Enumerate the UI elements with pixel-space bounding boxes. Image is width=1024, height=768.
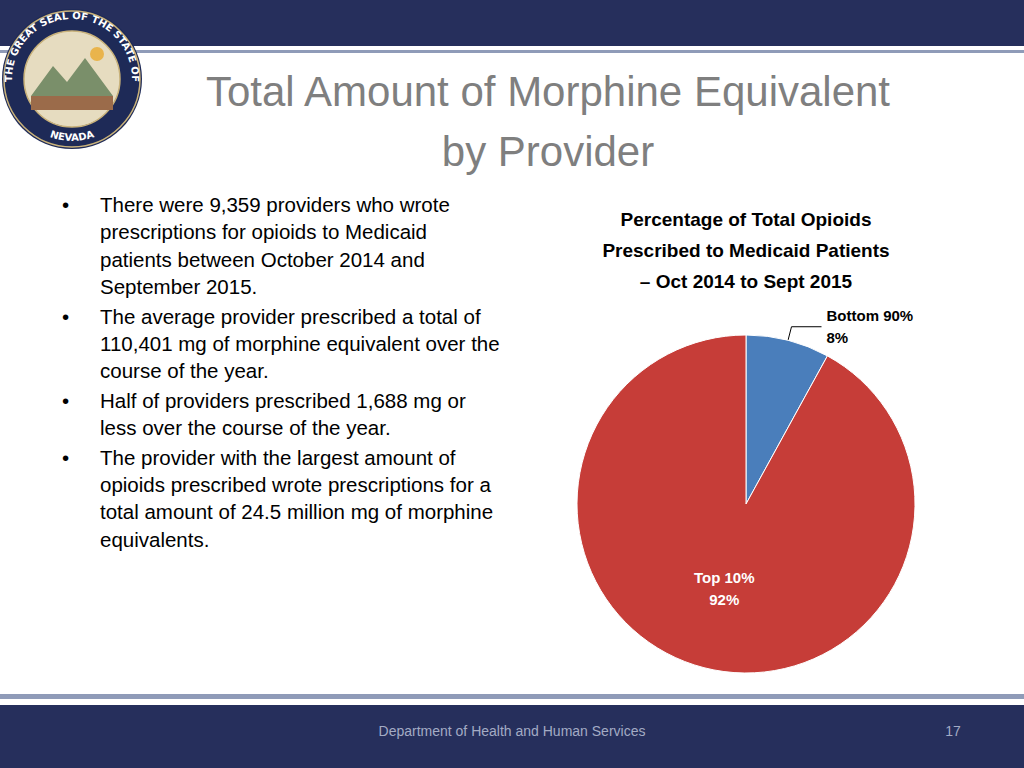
svg-text:– Oct 2014 to Sept 2015: – Oct 2014 to Sept 2015 bbox=[640, 271, 853, 292]
svg-text:Bottom 90%: Bottom 90% bbox=[827, 307, 914, 324]
html-text:The provider with the largest: The provider with the largest amount of … bbox=[100, 445, 494, 551]
html-text:Total Amount of Morphine Equiv: Total Amount of Morphine Equivalent bbox=[206, 68, 890, 115]
html-text:There were 9,359 providers who: There were 9,359 providers who wrote pre… bbox=[100, 193, 450, 299]
html-text:The average provider prescribe: The average provider prescribed a total … bbox=[100, 304, 500, 383]
svg-text:Top 10%: Top 10% bbox=[694, 569, 755, 586]
svg-text:THE GREAT SEAL OF THE STATE OF: THE GREAT SEAL OF THE STATE OF bbox=[3, 10, 141, 82]
html-text:Half of providers prescribed 1: Half of providers prescribed 1,688 mg or… bbox=[100, 388, 466, 440]
html-text:17: 17 bbox=[945, 723, 961, 739]
svg-text:92%: 92% bbox=[709, 591, 739, 608]
html-text:Department of Health and Human: Department of Health and Human Services bbox=[378, 723, 646, 739]
svg-text:NEVADA: NEVADA bbox=[49, 128, 95, 143]
html-text:by Provider: by Provider bbox=[441, 128, 655, 175]
svg-text:Prescribed to Medicaid Patient: Prescribed to Medicaid Patients bbox=[602, 240, 889, 261]
svg-text:Percentage of Total Opioids: Percentage of Total Opioids bbox=[621, 209, 872, 230]
svg-text:8%: 8% bbox=[827, 329, 849, 346]
